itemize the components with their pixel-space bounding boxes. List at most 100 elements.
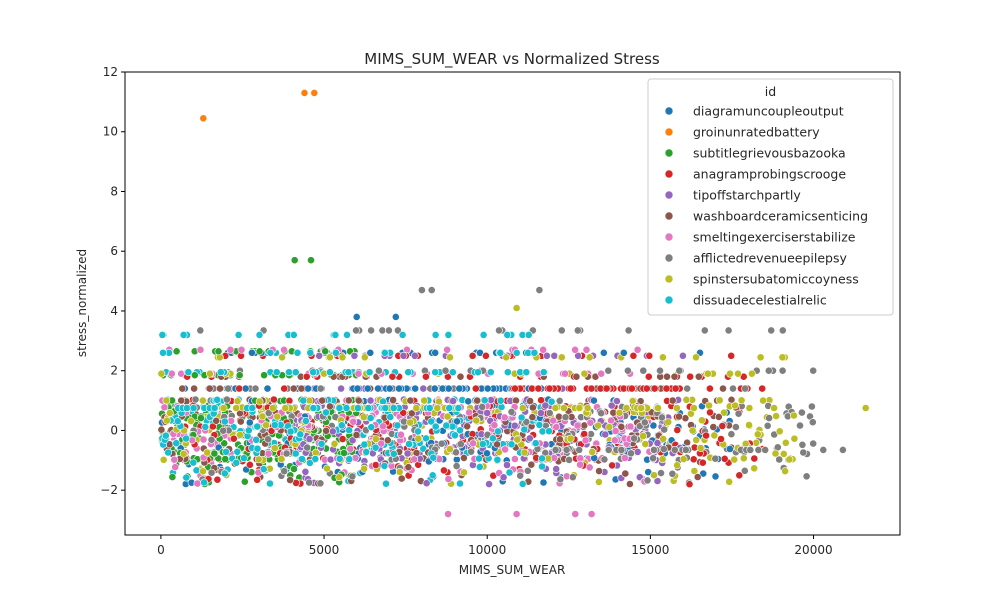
scatter-point: [643, 476, 652, 485]
scatter-point: [452, 462, 461, 470]
scatter-point: [740, 466, 749, 475]
scatter-point: [301, 467, 310, 476]
y-tick-label: 10: [103, 125, 118, 139]
scatter-point: [434, 397, 443, 406]
scatter-point: [478, 402, 487, 411]
scatter-point: [264, 435, 272, 444]
scatter-point: [382, 479, 390, 488]
scatter-point: [411, 384, 420, 393]
scatter-point: [452, 448, 460, 457]
legend-marker: [664, 106, 674, 116]
scatter-point: [237, 345, 246, 354]
scatter-point: [210, 449, 219, 458]
scatter-point: [499, 473, 508, 482]
scatter-point: [184, 368, 193, 377]
scatter-point: [172, 347, 181, 356]
scatter-point: [459, 453, 468, 462]
scatter-point: [704, 369, 712, 378]
scatter-point: [219, 426, 228, 435]
scatter-point: [404, 463, 413, 472]
scatter-point: [523, 466, 532, 475]
scatter-point: [746, 445, 755, 454]
scatter-point: [675, 412, 683, 421]
scatter-point: [446, 353, 454, 362]
scatter-point: [200, 478, 208, 487]
scatter-point: [338, 435, 347, 443]
scatter-point: [395, 384, 403, 393]
scatter-point: [427, 286, 436, 294]
scatter-point: [397, 474, 406, 483]
scatter-point: [478, 440, 487, 448]
scatter-point: [711, 472, 720, 481]
scatter-point: [702, 431, 710, 440]
scatter-point: [305, 435, 314, 443]
scatter-point: [503, 461, 511, 469]
scatter-point: [587, 384, 596, 393]
scatter-point: [732, 423, 740, 431]
scatter-point: [839, 445, 847, 454]
scatter-point: [507, 407, 516, 416]
scatter-point: [527, 460, 536, 469]
scatter-point: [585, 463, 594, 472]
scatter-point: [693, 473, 702, 481]
scatter-point: [398, 330, 407, 339]
scatter-point: [429, 453, 438, 462]
scatter-point: [281, 404, 290, 412]
scatter-point: [529, 403, 537, 412]
scatter-point: [725, 477, 734, 486]
scatter-point: [463, 422, 472, 431]
scatter-point: [710, 431, 719, 440]
data-points: [157, 89, 870, 518]
scatter-point: [637, 404, 646, 412]
scatter-point: [386, 413, 395, 421]
scatter-point: [277, 455, 286, 463]
scatter-point: [595, 477, 603, 486]
scatter-point: [406, 396, 415, 405]
scatter-point: [754, 445, 763, 454]
scatter-point: [778, 326, 787, 335]
scatter-point: [731, 401, 739, 410]
scatter-point: [245, 418, 254, 427]
scatter-point: [670, 445, 679, 454]
scatter-point: [685, 480, 694, 489]
scatter-point: [622, 404, 631, 412]
scatter-point: [474, 368, 482, 377]
scatter-point: [552, 423, 561, 431]
scatter-point: [741, 384, 749, 393]
scatter-point: [770, 404, 778, 412]
scatter-point: [726, 445, 734, 453]
scatter-point: [493, 440, 501, 449]
scatter-point: [354, 369, 363, 378]
scatter-point: [222, 395, 231, 404]
scatter-point: [444, 475, 453, 483]
legend-label: anagramprobingscrooge: [693, 167, 846, 182]
scatter-point: [393, 421, 402, 430]
scatter-point: [471, 384, 480, 393]
scatter-point: [196, 326, 205, 335]
scatter-point: [385, 384, 394, 393]
scatter-point: [538, 462, 546, 471]
scatter-point: [641, 440, 650, 448]
scatter-point: [630, 434, 638, 443]
legend-marker: [664, 211, 674, 221]
scatter-point: [280, 345, 288, 354]
scatter-point: [269, 395, 278, 404]
scatter-point: [555, 396, 564, 405]
scatter-point: [268, 404, 277, 412]
scatter-point: [425, 404, 434, 412]
scatter-point: [157, 369, 166, 378]
scatter-point: [264, 409, 273, 417]
scatter-point: [224, 384, 232, 393]
scatter-point: [764, 366, 773, 375]
scatter-point: [456, 479, 464, 488]
scatter-point: [201, 422, 210, 431]
scatter-point: [352, 431, 361, 439]
scatter-point: [189, 404, 198, 412]
scatter-point: [547, 397, 556, 406]
scatter-point: [208, 422, 217, 431]
scatter-point: [575, 445, 584, 454]
scatter-point: [189, 458, 198, 467]
scatter-point: [344, 396, 353, 405]
scatter-point: [594, 421, 602, 430]
legend-label: subtitlegrievousbazooka: [693, 146, 846, 161]
